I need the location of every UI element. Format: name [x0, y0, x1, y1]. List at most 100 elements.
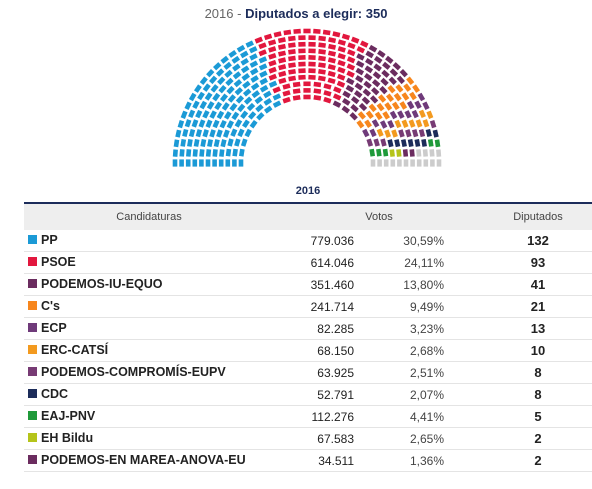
- seat: [313, 28, 321, 34]
- seat: [231, 111, 240, 121]
- seat: [368, 103, 377, 113]
- seat: [235, 95, 245, 104]
- party-seats: [387, 128, 439, 148]
- seat: [346, 56, 356, 64]
- seat: [173, 139, 180, 148]
- seat: [399, 101, 408, 110]
- header-cell: Diputados: [484, 203, 592, 230]
- party-row: PODEMOS-COMPROMÍS-EUPV 63.925 2,51% 8: [24, 361, 592, 384]
- seat: [199, 159, 204, 167]
- seat: [272, 100, 282, 108]
- seat: [357, 111, 366, 120]
- seat: [347, 42, 356, 50]
- seat: [219, 119, 227, 129]
- seat: [395, 84, 404, 93]
- seat: [272, 93, 282, 101]
- seat: [227, 94, 236, 103]
- seat: [214, 101, 223, 111]
- seat: [371, 119, 380, 128]
- seat: [218, 84, 227, 94]
- seat: [258, 49, 267, 57]
- seat: [346, 70, 355, 78]
- party-cell: PODEMOS-EN MAREA-ANOVA-EU: [24, 449, 274, 472]
- seat: [376, 148, 382, 157]
- seat: [288, 42, 296, 48]
- votes-cell: 779.036: [274, 230, 394, 252]
- seat: [405, 129, 412, 138]
- seat: [365, 50, 374, 59]
- seat: [363, 73, 373, 81]
- seat: [394, 139, 401, 148]
- party-seats: [366, 119, 437, 147]
- seat: [283, 29, 292, 36]
- seat: [298, 55, 306, 60]
- seat: [411, 129, 419, 138]
- seat: [259, 77, 268, 86]
- seat: [221, 102, 230, 111]
- seat: [327, 64, 336, 71]
- seat: [350, 96, 360, 105]
- table-body: PP 779.036 30,59% 132 PSOE 614.046 24,11% 93 POD…: [24, 230, 592, 472]
- seat: [412, 84, 420, 93]
- seat: [185, 159, 191, 167]
- seat: [409, 91, 417, 101]
- seat: [209, 129, 216, 138]
- party-row: PODEMOS-EN MAREA-ANOVA-EU 34.511 1,36% 2: [24, 449, 592, 472]
- seat: [217, 76, 226, 85]
- seat: [337, 39, 346, 46]
- seat: [308, 74, 316, 80]
- seat: [229, 102, 238, 112]
- seat: [242, 88, 252, 97]
- seat: [191, 119, 199, 128]
- party-cell: C's: [24, 295, 274, 318]
- seat: [373, 55, 383, 64]
- seat: [336, 80, 346, 88]
- seat: [207, 139, 214, 148]
- seat: [184, 119, 192, 128]
- seat: [399, 69, 408, 78]
- seat: [356, 53, 365, 61]
- party-row: PSOE 614.046 24,11% 93: [24, 251, 592, 274]
- seats-cell: 132: [484, 230, 592, 252]
- seat: [192, 149, 198, 157]
- seat: [369, 95, 379, 104]
- seat: [393, 92, 402, 102]
- seat: [411, 109, 419, 119]
- seat: [298, 68, 306, 74]
- seat: [337, 46, 346, 53]
- seat: [365, 57, 374, 66]
- seat: [206, 101, 215, 110]
- seat: [249, 53, 258, 61]
- seat: [268, 52, 277, 60]
- votes-cell: 67.583: [274, 427, 394, 450]
- seat: [210, 84, 219, 93]
- seat: [414, 100, 422, 109]
- votes-cell: 34.511: [274, 449, 394, 472]
- seat: [341, 33, 351, 41]
- seat: [288, 49, 296, 55]
- seat: [227, 138, 234, 147]
- seat: [373, 138, 380, 147]
- seat: [268, 80, 278, 88]
- seat: [175, 129, 182, 138]
- party-swatch: [28, 301, 37, 310]
- seat: [308, 35, 316, 41]
- seat: [318, 35, 326, 42]
- seat: [355, 75, 364, 83]
- party-row: EAJ-PNV 112.276 4,41% 5: [24, 405, 592, 428]
- seat: [288, 62, 296, 68]
- seat: [222, 129, 230, 138]
- seat: [192, 159, 198, 167]
- seat: [410, 159, 415, 167]
- seat: [384, 102, 393, 111]
- seat: [422, 149, 428, 157]
- seat: [318, 49, 326, 55]
- seat: [240, 138, 248, 147]
- party-name: PP: [41, 233, 58, 247]
- seat: [432, 129, 439, 138]
- seat: [212, 159, 217, 167]
- seat: [349, 112, 358, 121]
- seat: [337, 59, 346, 67]
- party-seats: [356, 76, 420, 129]
- percent-cell: 2,07%: [394, 383, 484, 406]
